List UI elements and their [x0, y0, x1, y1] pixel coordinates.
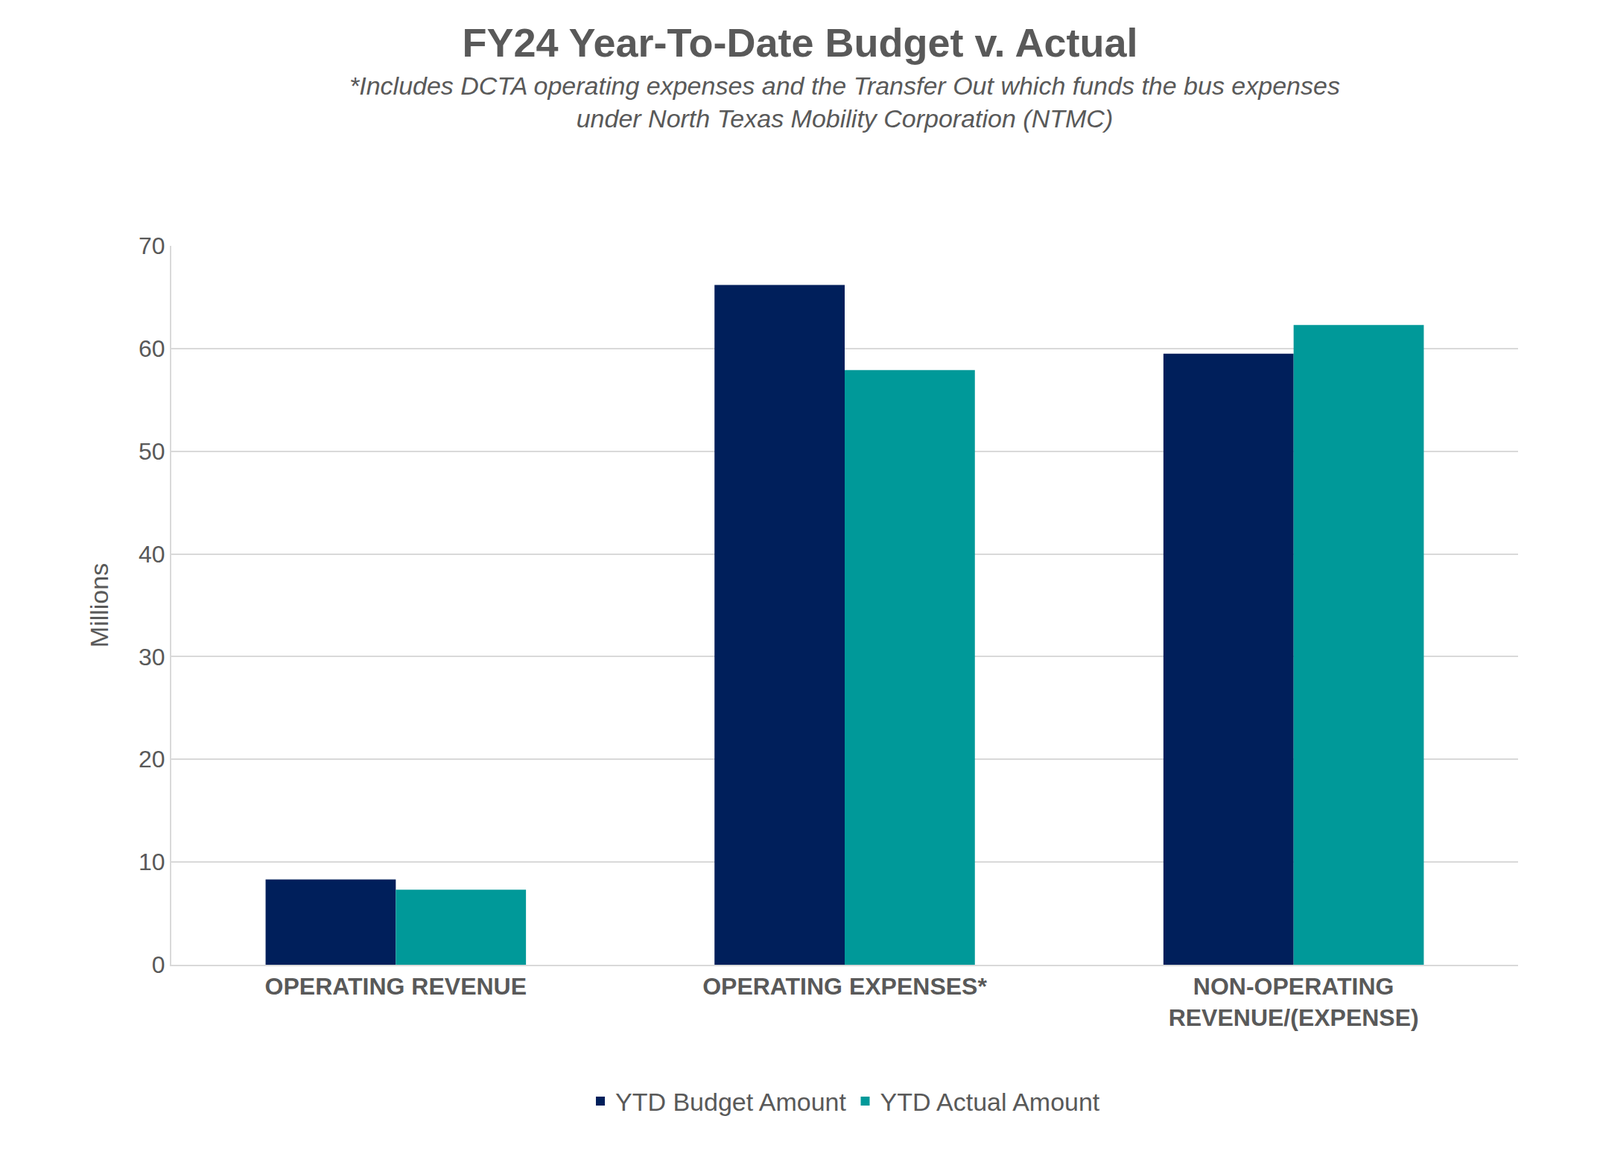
svg-text:70: 70	[138, 232, 166, 260]
svg-text:60: 60	[138, 335, 166, 363]
svg-text:OPERATING EXPENSES*: OPERATING EXPENSES*	[702, 972, 987, 1000]
svg-text:50: 50	[138, 437, 166, 465]
svg-text:30: 30	[138, 643, 166, 671]
svg-text:YTD Actual Amount: YTD Actual Amount	[880, 1087, 1101, 1116]
svg-text:OPERATING REVENUE: OPERATING REVENUE	[265, 972, 527, 1000]
svg-text:FY24 Year-To-Date Budget v. Ac: FY24 Year-To-Date Budget v. Actual	[461, 20, 1138, 65]
svg-text:NON-OPERATINGREVENUE/(EXPENSE): NON-OPERATINGREVENUE/(EXPENSE)	[1168, 972, 1419, 1031]
svg-text:*Includes DCTA operating expen: *Includes DCTA operating expenses and th…	[349, 71, 1341, 133]
svg-text:Millions: Millions	[84, 563, 114, 648]
svg-text:10: 10	[138, 848, 166, 876]
svg-text:20: 20	[138, 745, 166, 773]
svg-text:40: 40	[138, 540, 166, 568]
svg-text:0: 0	[151, 951, 166, 979]
svg-text:YTD Budget Amount: YTD Budget Amount	[615, 1087, 847, 1116]
